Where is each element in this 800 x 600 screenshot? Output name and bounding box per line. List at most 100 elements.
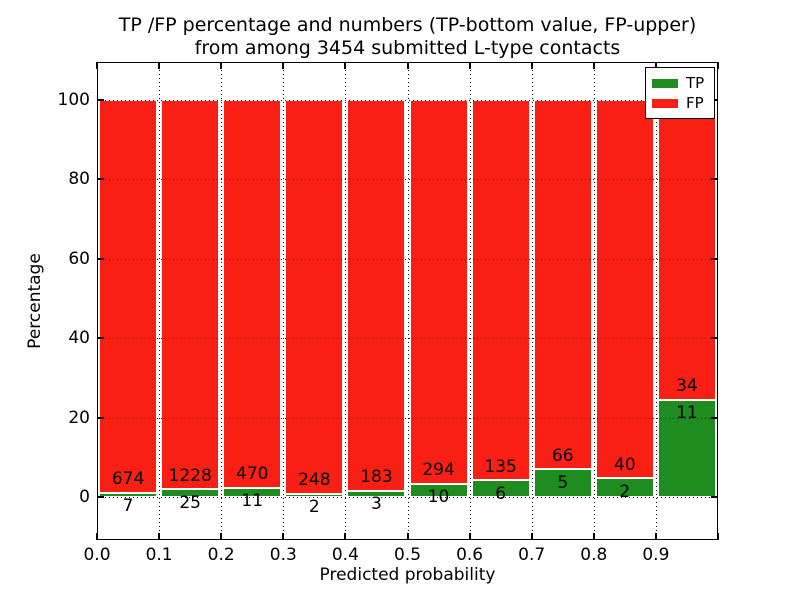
x-tick-mark — [158, 533, 161, 540]
y-tick-label: 20 — [68, 407, 90, 428]
bar-fp-segment — [657, 100, 716, 400]
x-tick-mark — [282, 62, 285, 69]
y-tick-mark — [97, 337, 104, 340]
x-tick-mark — [592, 533, 595, 540]
bar-tp-segment — [657, 399, 716, 497]
y-tick-mark — [711, 337, 718, 340]
bar-fp-segment — [533, 100, 592, 470]
x-tick-mark — [96, 62, 98, 69]
gridline-horizontal — [97, 417, 718, 419]
bar-tp-segment — [347, 490, 406, 497]
x-tick-mark — [530, 62, 533, 69]
x-tick-mark — [406, 62, 409, 69]
y-tick-mark — [97, 99, 104, 101]
y-tick-mark — [711, 496, 718, 498]
bar-fp-count-label: 470 — [236, 464, 269, 485]
x-tick-label: 0.7 — [518, 545, 546, 565]
bar-fp-count-label: 674 — [111, 469, 145, 490]
bar-fp-segment — [471, 100, 530, 481]
bar-fp-segment — [161, 100, 220, 490]
x-tick-label: 0.0 — [83, 545, 111, 565]
legend-swatch-fp — [652, 98, 678, 108]
gridline-vertical — [221, 62, 223, 540]
y-axis-label: Percentage — [25, 253, 45, 349]
legend: TP FP — [645, 67, 715, 119]
gridline-vertical — [469, 62, 471, 540]
bar-tp-count-label: 11 — [676, 403, 698, 424]
y-tick-mark — [711, 178, 718, 181]
bar-fp-count-label: 135 — [484, 456, 517, 477]
bar-fp-count-label: 1228 — [168, 465, 212, 486]
y-tick-label: 100 — [57, 90, 90, 110]
x-tick-mark — [344, 62, 347, 69]
y-tick-mark — [97, 178, 104, 181]
plot-area: 674 7 1228 25 470 11 248 2 183 3 294 10 135 6 66 5 40 2 34… — [96, 62, 719, 540]
bar-fp-count-label: 34 — [676, 376, 698, 397]
x-tick-label: 0.3 — [269, 545, 297, 565]
x-tick-mark — [344, 533, 347, 540]
gridline-horizontal — [97, 497, 718, 498]
gridline-vertical — [593, 62, 595, 540]
x-tick-mark — [96, 533, 98, 540]
x-tick-mark — [654, 62, 657, 69]
x-tick-label: 0.1 — [145, 545, 173, 565]
y-tick-mark — [97, 496, 104, 498]
x-tick-label: 0.6 — [456, 545, 484, 565]
bar-fp-count-label: 66 — [551, 445, 574, 466]
gridline-horizontal — [97, 179, 718, 181]
x-tick-label: 0.5 — [393, 545, 422, 565]
bar-fp-segment — [409, 100, 468, 484]
x-tick-mark — [717, 533, 719, 540]
y-tick-mark — [711, 257, 718, 260]
gridline-horizontal — [97, 100, 718, 101]
bar-fp-count-label: 248 — [298, 470, 331, 491]
legend-label-fp: FP — [686, 94, 704, 112]
gridline-horizontal — [97, 338, 718, 340]
bar-tp-segment — [161, 489, 220, 497]
y-tick-mark — [711, 416, 718, 419]
gridline-vertical — [159, 62, 161, 540]
x-axis-label: Predicted probability — [319, 565, 496, 585]
bar-tp-count-label: 7 — [122, 496, 134, 517]
x-tick-mark — [592, 62, 595, 69]
bar-tp-count-label: 6 — [495, 483, 507, 504]
bar-fp-segment — [285, 100, 344, 494]
y-tick-label: 80 — [68, 169, 90, 190]
y-tick-label: 40 — [68, 328, 90, 349]
bar-fp-count-label: 40 — [614, 454, 636, 475]
bar-tp-count-label: 2 — [308, 497, 320, 518]
bar-tp-count-label: 2 — [619, 481, 631, 502]
x-tick-label: 0.4 — [331, 545, 359, 565]
x-tick-label: 0.2 — [207, 545, 235, 565]
chart-title-line1: TP /FP percentage and numbers (TP-bottom… — [118, 14, 697, 36]
y-tick-mark — [97, 416, 104, 419]
legend-row-fp: FP — [652, 93, 708, 113]
x-tick-mark — [282, 533, 285, 540]
x-tick-mark — [158, 62, 161, 69]
gridline-vertical — [655, 62, 657, 540]
x-tick-mark — [220, 62, 223, 69]
bar-fp-segment — [595, 100, 654, 479]
legend-swatch-tp — [652, 78, 678, 88]
bar-tp-segment — [533, 469, 592, 497]
bar-fp-count-label: 183 — [360, 467, 393, 488]
bar-tp-segment — [595, 478, 654, 497]
gridline-vertical — [531, 62, 533, 540]
bar-tp-count-label: 10 — [427, 487, 450, 508]
bar-tp-segment — [223, 487, 282, 497]
x-tick-mark — [530, 533, 533, 540]
x-tick-mark — [468, 62, 471, 69]
x-tick-mark — [717, 62, 719, 69]
x-tick-label: 0.8 — [580, 545, 608, 565]
legend-row-tp: TP — [652, 73, 708, 93]
bar-tp-count-label: 5 — [557, 472, 569, 493]
bar-tp-segment — [409, 483, 468, 497]
bar-fp-count-label: 294 — [422, 460, 455, 481]
bar-tp-segment — [285, 493, 344, 497]
bar-tp-segment — [471, 480, 530, 497]
bar-tp-count-label: 25 — [179, 492, 201, 513]
gridline-vertical — [345, 62, 347, 540]
gridline-vertical — [407, 62, 409, 540]
bar-fp-segment — [223, 100, 282, 488]
y-tick-mark — [97, 257, 104, 260]
